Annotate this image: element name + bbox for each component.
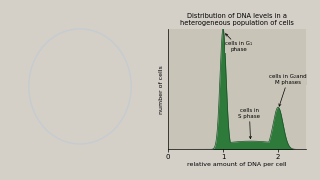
Text: cells in
S phase: cells in S phase [238, 108, 260, 139]
Text: cells in G₁
phase: cells in G₁ phase [225, 34, 252, 52]
Title: Distribution of DNA levels in a
heterogeneous population of cells: Distribution of DNA levels in a heteroge… [180, 13, 294, 26]
Text: number of cells: number of cells [159, 66, 164, 114]
Text: cells in G₂and
M phases: cells in G₂and M phases [269, 74, 307, 106]
X-axis label: relative amount of DNA per cell: relative amount of DNA per cell [187, 162, 286, 167]
